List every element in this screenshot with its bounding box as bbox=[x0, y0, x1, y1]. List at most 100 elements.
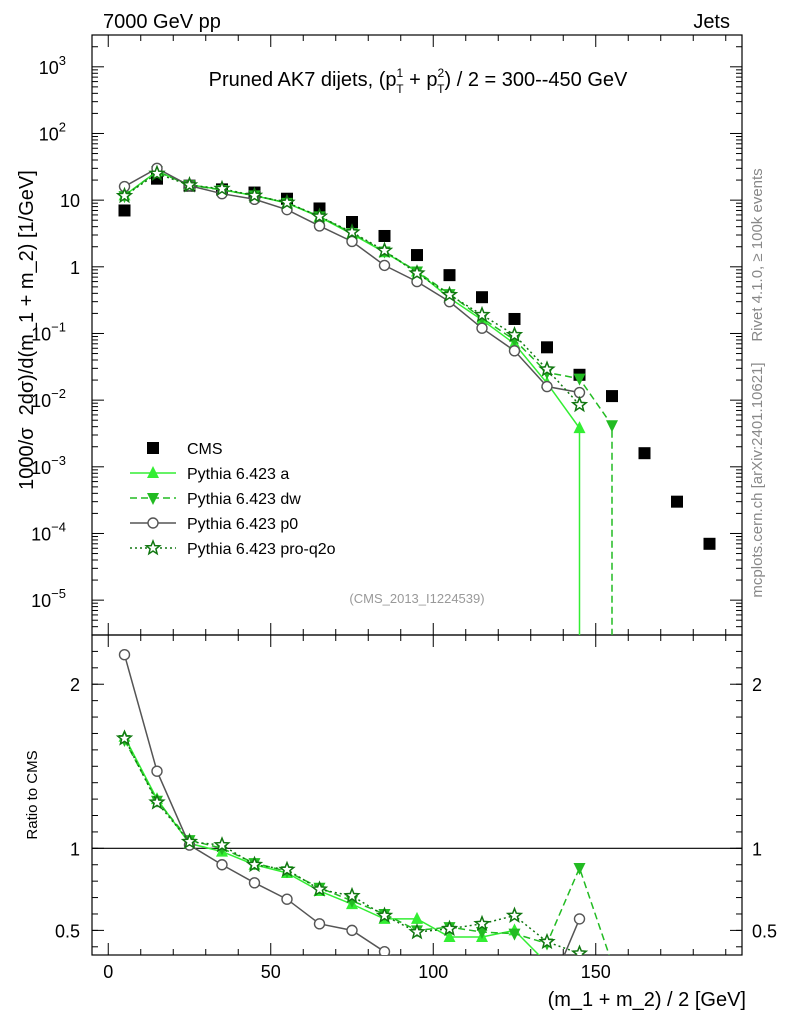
series-4-point bbox=[440, 285, 459, 303]
ratio-tick-label-right: 2 bbox=[752, 675, 762, 695]
series-4-point bbox=[375, 241, 394, 258]
series-0-point bbox=[703, 537, 716, 550]
series-3-point bbox=[541, 380, 553, 393]
series-4-point bbox=[408, 264, 426, 281]
series-3-point bbox=[476, 322, 488, 334]
series-4-ratio-point bbox=[278, 860, 296, 877]
series-4-ratio-point bbox=[245, 855, 264, 873]
series-4-point bbox=[570, 395, 589, 413]
y-tick-label: 10−4 bbox=[31, 519, 66, 544]
ratio-y-axis-label: Ratio to CMS bbox=[24, 750, 41, 839]
y-axis-label: 1000/σ2dσ)/d(m_1 + m_2) [1/GeV] bbox=[16, 170, 38, 490]
x-tick-label: 100 bbox=[418, 962, 448, 982]
series-0-point bbox=[508, 312, 521, 325]
rivet-label: Rivet 4.1.0, ≥ 100k events bbox=[749, 168, 766, 341]
series-4-ratio-point bbox=[570, 944, 589, 955]
legend-marker-0 bbox=[147, 442, 159, 454]
series-3-ratio-point bbox=[118, 648, 131, 661]
series-2-ratio-line bbox=[123, 739, 610, 955]
y-tick-label: 10−1 bbox=[31, 319, 66, 344]
series-3-ratio-point bbox=[151, 765, 163, 777]
series-4-ratio-point bbox=[408, 922, 426, 940]
ratio-tick-label: 0.5 bbox=[55, 921, 80, 941]
series-4-ratio-point bbox=[538, 932, 556, 950]
series-3-point bbox=[346, 235, 358, 248]
legend-label-1: Pythia 6.423 a bbox=[187, 466, 289, 483]
series-4-point bbox=[310, 207, 329, 224]
x-tick-label: 50 bbox=[261, 962, 281, 982]
legend-label-0: CMS bbox=[187, 441, 223, 458]
data-layer bbox=[115, 162, 716, 955]
legend-label-3: Pythia 6.423 p0 bbox=[187, 516, 298, 533]
ratio-tick-label: 2 bbox=[70, 675, 80, 695]
series-3-line bbox=[124, 167, 580, 394]
mcplots-label: mcplots.cern.ch [arXiv:2401.10621] bbox=[749, 362, 766, 597]
series-4-point bbox=[213, 179, 231, 197]
ratio-panel-data bbox=[115, 648, 610, 955]
series-0-point bbox=[671, 495, 683, 508]
series-3-point bbox=[508, 345, 521, 357]
series-2-point bbox=[573, 373, 586, 386]
y-tick-label: 10−2 bbox=[31, 386, 66, 411]
series-4-ratio-point bbox=[148, 793, 166, 810]
legend-marker-3 bbox=[147, 517, 159, 529]
series-4-ratio-point bbox=[440, 919, 459, 937]
series-4-point bbox=[148, 164, 166, 181]
legend-label-4: Pythia 6.423 pro-q2o bbox=[187, 541, 336, 558]
series-1-ratio-point bbox=[443, 929, 456, 942]
series-0-point bbox=[638, 447, 651, 460]
series-4-point bbox=[538, 360, 556, 377]
series-3-point bbox=[378, 259, 391, 272]
series-3-ratio-point bbox=[313, 918, 326, 930]
series-3-ratio-point bbox=[216, 859, 228, 871]
series-4-point bbox=[278, 193, 296, 210]
series-3-ratio-point bbox=[281, 893, 293, 905]
series-0-point bbox=[118, 204, 131, 217]
header-right: Jets bbox=[693, 11, 730, 33]
series-2-ratio-point bbox=[508, 928, 521, 941]
series-3-ratio-point bbox=[346, 924, 358, 937]
series-2-ratio-point bbox=[573, 863, 586, 876]
series-2-point bbox=[606, 420, 618, 433]
series-0-point bbox=[476, 291, 488, 304]
axes-layer: 0 50 100 150 10−5 10−4 10−3 10−2 10−1 1 10 102 103 0.… bbox=[31, 34, 777, 982]
series-4-line bbox=[124, 172, 581, 406]
series-4-ratio-point bbox=[343, 886, 361, 904]
y-tick-label: 10 bbox=[60, 191, 80, 211]
series-3-ratio-line bbox=[123, 654, 581, 955]
series-1-ratio-line bbox=[123, 736, 540, 955]
ratio-tick-label: 1 bbox=[70, 839, 80, 859]
series-2-ratio-point bbox=[476, 927, 488, 940]
series-0-point bbox=[378, 229, 391, 242]
ratio-tick-label-right: 0.5 bbox=[752, 921, 777, 941]
analysis-tag: (CMS_2013_I1224539) bbox=[349, 591, 484, 606]
legend-marker-4 bbox=[144, 538, 162, 556]
ratio-tick-label-right: 1 bbox=[752, 839, 762, 859]
legend-marker-1 bbox=[147, 466, 159, 478]
series-3-point bbox=[313, 220, 326, 232]
series-4-ratio-point bbox=[310, 880, 329, 897]
series-0-point bbox=[411, 249, 423, 262]
chart-title: Pruned AK7 dijets, (p1 T + p2 T) / 2 = 300… bbox=[209, 66, 628, 96]
header-left: 7000 GeV pp bbox=[103, 11, 221, 33]
series-4-point bbox=[473, 305, 491, 323]
series-4-point bbox=[115, 186, 134, 204]
series-3-ratio-point bbox=[248, 877, 261, 889]
x-axis-label: (m_1 + m_2) / 2 [GeV] bbox=[548, 989, 746, 1011]
series-1-point bbox=[573, 421, 586, 434]
series-4-ratio-point bbox=[505, 906, 524, 923]
series-0-point bbox=[443, 269, 456, 282]
series-4-point bbox=[180, 176, 199, 193]
series-1-ratio-point bbox=[411, 911, 423, 924]
y-tick-label: 103 bbox=[39, 53, 66, 78]
series-0-point bbox=[346, 216, 358, 229]
ratio-plot-frame bbox=[91, 634, 743, 956]
y-tick-label: 10−3 bbox=[31, 453, 66, 478]
x-tick-label: 150 bbox=[581, 962, 611, 982]
series-3-ratio-point bbox=[378, 946, 391, 955]
series-3-ratio-point bbox=[573, 913, 586, 925]
series-4-ratio-point bbox=[375, 906, 394, 923]
series-4-point bbox=[343, 223, 361, 240]
series-0-point bbox=[606, 390, 618, 403]
